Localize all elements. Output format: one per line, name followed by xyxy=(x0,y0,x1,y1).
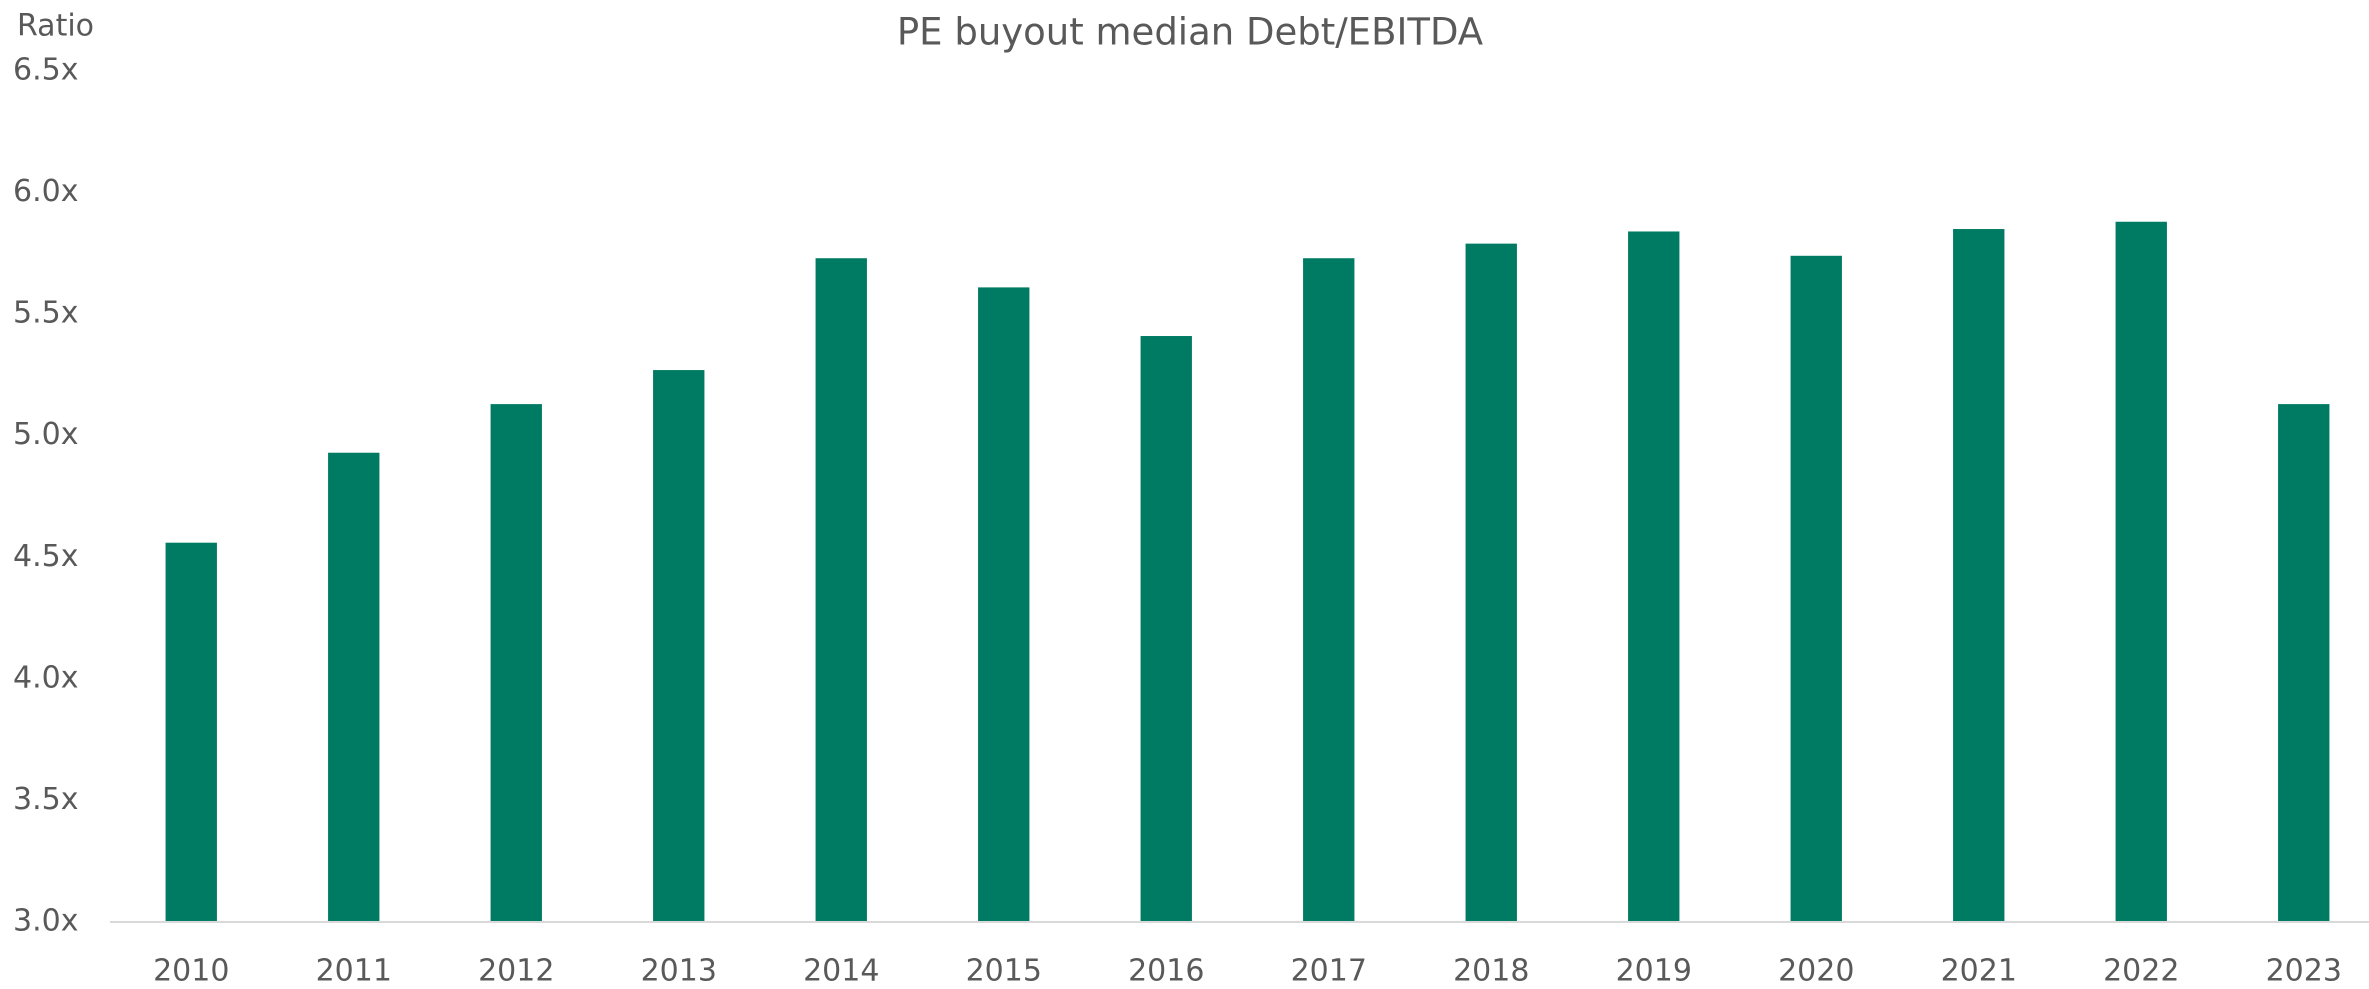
y-tick-label: 4.5x xyxy=(13,539,78,574)
bar xyxy=(653,370,705,923)
y-tick-label: 5.5x xyxy=(13,296,78,331)
x-tick-label: 2021 xyxy=(1941,954,2017,989)
bar xyxy=(328,452,380,922)
bar xyxy=(1628,231,1680,922)
bar xyxy=(490,404,542,922)
y-tick-label: 6.5x xyxy=(13,53,78,88)
y-tick-label: 3.5x xyxy=(13,782,78,817)
x-tick-label: 2017 xyxy=(1291,954,1367,989)
x-tick-label: 2018 xyxy=(1453,954,1529,989)
bar xyxy=(1790,255,1842,922)
y-tick-label: 5.0x xyxy=(13,417,78,452)
x-tick-label: 2020 xyxy=(1778,954,1854,989)
x-tick-label: 2023 xyxy=(2266,954,2342,989)
y-tick-label: 6.0x xyxy=(13,174,78,209)
bar xyxy=(1465,243,1517,923)
bar xyxy=(1140,336,1192,922)
y-axis-label: Ratio xyxy=(17,9,94,44)
x-tick-label: 2019 xyxy=(1616,954,1692,989)
y-tick-label: 4.0x xyxy=(13,660,78,695)
bar xyxy=(815,258,867,923)
x-tick-label: 2022 xyxy=(2103,954,2179,989)
bar xyxy=(1953,229,2005,923)
bar xyxy=(165,542,217,922)
y-tick-label: 3.0x xyxy=(13,904,78,939)
x-tick-label: 2012 xyxy=(478,954,554,989)
x-tick-label: 2015 xyxy=(966,954,1042,989)
x-tick-label: 2010 xyxy=(153,954,229,989)
x-tick-label: 2013 xyxy=(641,954,717,989)
bar xyxy=(978,287,1030,922)
bar xyxy=(2115,221,2167,923)
x-tick-label: 2016 xyxy=(1128,954,1204,989)
x-tick-label: 2014 xyxy=(803,954,879,989)
bar xyxy=(2278,404,2330,922)
chart-title: PE buyout median Debt/EBITDA xyxy=(897,11,1483,54)
x-tick-label: 2011 xyxy=(316,954,392,989)
bar xyxy=(1303,258,1355,923)
